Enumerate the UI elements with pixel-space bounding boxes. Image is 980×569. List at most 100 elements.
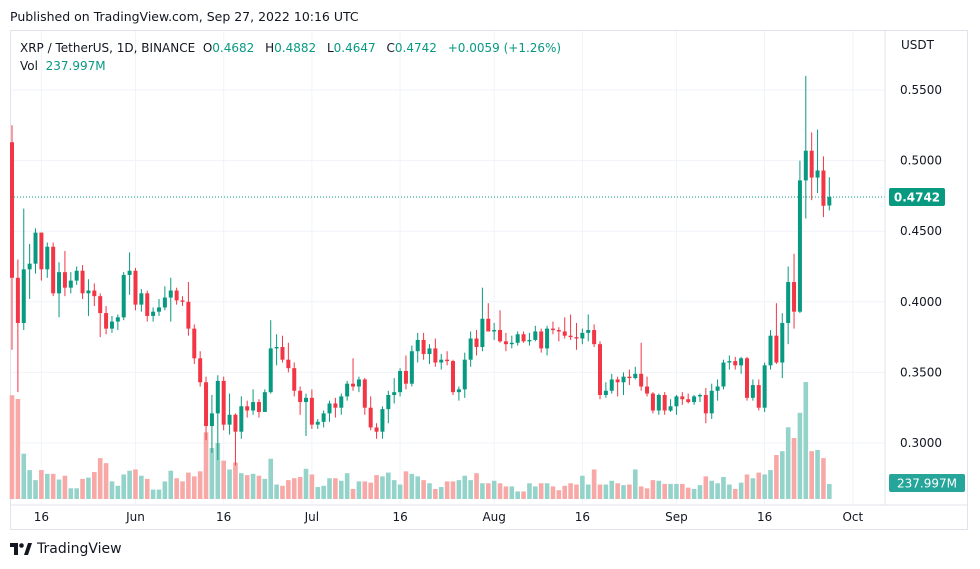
volume-bar — [438, 487, 444, 499]
candle — [215, 375, 220, 460]
candle-body — [456, 389, 461, 393]
candle-body — [809, 150, 814, 178]
volume-bar — [186, 472, 191, 499]
candle-body — [474, 338, 479, 347]
volume-bar — [456, 480, 462, 499]
candle — [827, 177, 832, 211]
candle — [209, 394, 214, 453]
candle — [603, 382, 608, 398]
candle — [456, 386, 461, 401]
volume-bar — [779, 451, 785, 499]
candle — [309, 389, 314, 429]
candle-body — [286, 359, 291, 369]
candle-body — [697, 394, 702, 397]
volume-bar — [315, 487, 321, 499]
candle-body — [598, 344, 602, 395]
candle — [415, 332, 420, 363]
volume-bar — [821, 458, 826, 499]
close-label: C — [386, 41, 395, 55]
volume-bar — [127, 470, 132, 499]
volume-bar — [150, 489, 156, 499]
volume-bar — [168, 470, 174, 499]
volume-bar — [9, 395, 15, 499]
candle-body — [204, 382, 209, 427]
volume-bar — [27, 470, 32, 499]
volume-bar — [797, 412, 803, 499]
candle — [474, 330, 479, 356]
candle — [562, 317, 567, 339]
tradingview-logo[interactable]: TradingView — [10, 541, 122, 557]
candle — [157, 298, 161, 316]
candle-body — [62, 272, 67, 288]
volume-bar — [344, 473, 350, 499]
volume-bar — [15, 399, 21, 499]
candle-body — [415, 339, 420, 352]
candle-body — [268, 348, 273, 393]
volume-bar — [333, 478, 338, 499]
candle — [392, 378, 397, 404]
candle-body — [280, 346, 285, 360]
candle-body — [115, 317, 120, 322]
candle-body — [109, 321, 114, 329]
high-label: H — [265, 41, 275, 55]
candle-body — [721, 362, 726, 387]
candle-body — [480, 318, 485, 347]
svg-text:0.4742: 0.4742 — [894, 191, 940, 205]
candle-body — [68, 280, 73, 288]
candle-body — [351, 383, 356, 387]
time-tick-label: Sep — [665, 510, 688, 524]
volume-bar — [644, 488, 650, 499]
candle — [486, 303, 491, 332]
candle-body — [503, 341, 508, 345]
candle-body — [815, 170, 820, 178]
volume-bar — [585, 484, 591, 499]
candle-body — [439, 359, 444, 363]
candle-body — [686, 399, 691, 403]
candle — [386, 390, 391, 424]
volume-bar — [774, 454, 779, 499]
candle-body — [545, 328, 550, 349]
candle-body — [92, 290, 97, 297]
volume-bar — [209, 448, 215, 499]
candle — [568, 314, 573, 340]
volume-bar — [39, 470, 44, 499]
volume-bar — [427, 483, 432, 499]
volume-bar — [80, 478, 85, 499]
candle-body — [462, 359, 467, 390]
candle — [809, 132, 814, 201]
candle — [33, 228, 38, 274]
symbol-label[interactable]: XRP / TetherUS, 1D, BINANCE — [20, 41, 196, 55]
candle — [609, 373, 614, 394]
candle-body — [392, 392, 397, 395]
volume-bar — [485, 483, 491, 499]
candle — [62, 250, 67, 297]
candle — [427, 344, 432, 364]
volume-bar — [156, 489, 162, 499]
candle — [333, 397, 338, 418]
volume-bar — [221, 460, 226, 499]
volume-bar — [327, 478, 332, 499]
candle-body — [627, 376, 632, 379]
volume-bar — [591, 469, 597, 499]
volume-bar — [603, 484, 609, 499]
volume-bar — [44, 473, 50, 499]
volume-bar — [515, 491, 520, 499]
candle-body — [380, 409, 385, 432]
candle — [239, 396, 244, 439]
volume-bar — [103, 463, 109, 499]
volume-bar — [638, 486, 644, 499]
candle-body — [215, 380, 220, 414]
candle — [15, 259, 20, 393]
grid — [11, 31, 885, 505]
candle-body — [127, 270, 132, 275]
candle-body — [580, 332, 585, 339]
volume-bar — [309, 474, 315, 499]
volume-bar — [615, 483, 620, 499]
candle-body — [445, 359, 450, 362]
candle-body — [768, 335, 773, 366]
candle-body — [650, 393, 655, 411]
candle-body — [180, 300, 185, 302]
volume-bar — [97, 458, 103, 499]
candle — [321, 410, 326, 428]
